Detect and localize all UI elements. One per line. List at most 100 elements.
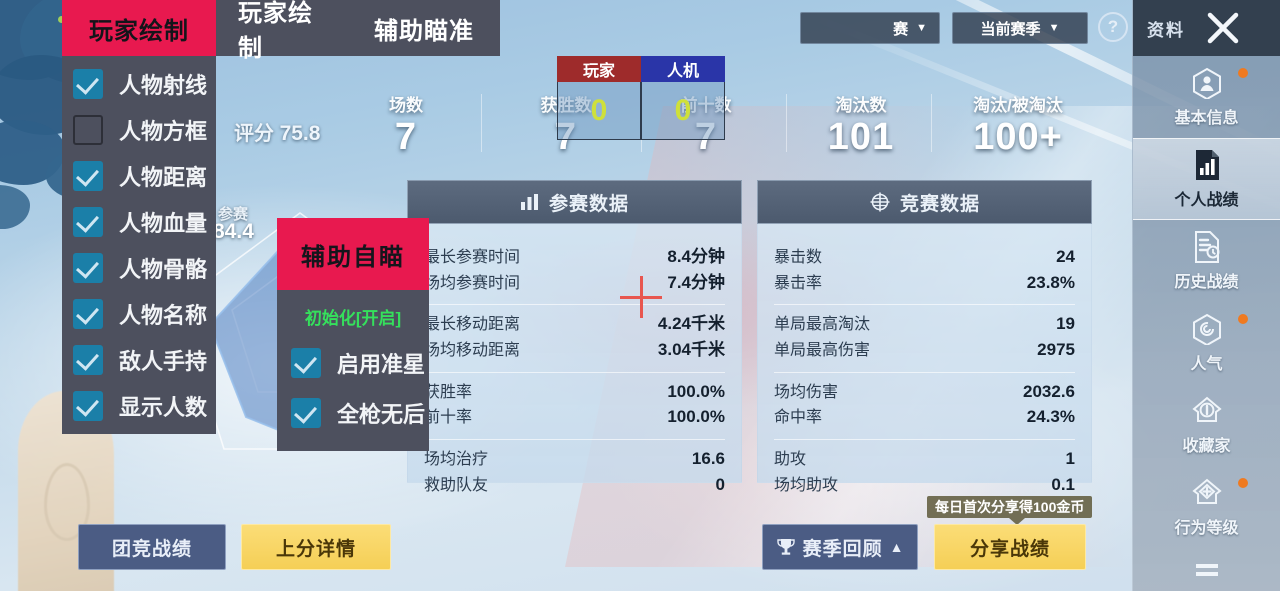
mod-tab-label: 玩家绘制 [238,0,313,62]
season-dropdown[interactable]: 当前赛季 ▼ [952,12,1088,44]
checkbox-icon[interactable] [73,207,103,237]
option-label: 人物方框 [119,119,208,144]
competition-data-card: 竞赛数据 暴击数 24 暴击率 23.8% 单局最高淘汰 19 单局最高伤害 2… [757,180,1092,494]
option-character-box[interactable]: 人物方框 [62,114,216,146]
target-counter-bot[interactable]: 人机 0 [641,56,725,140]
option-character-health[interactable]: 人物血量 [62,206,216,238]
stat-row: 场均移动距离 3.04千米 [424,337,725,363]
option-character-skeleton[interactable]: 人物骨骼 [62,252,216,284]
stat-group: 最长参赛时间 8.4分钟 场均参赛时间 7.4分钟 [424,238,725,306]
report-chart-icon [1195,149,1219,180]
option-character-name[interactable]: 人物名称 [62,298,216,330]
share-record-label: 分享战绩 [969,538,1050,560]
season-review-button[interactable]: 赛季回顾 ▲ [762,524,918,570]
stat-row: 暴击率 23.8% [774,270,1075,296]
stat-key: 最长移动距离 [424,316,521,334]
rank-detail-button[interactable]: 上分详情 [241,524,391,570]
aim-assist-panel: 辅助自瞄 初始化[开启] 启用准星 全枪无后 [277,218,429,451]
stat-row: 救助队友 0 [424,472,725,498]
chevron-down-icon: ▼ [1048,21,1060,34]
option-enable-crosshair[interactable]: 启用准星 [277,347,429,379]
bar-chart-icon [520,194,538,210]
sidebar-item-collector[interactable]: 收藏家 [1133,384,1280,466]
crosshair-overlay-icon [620,276,662,318]
stat-val: 3.04千米 [657,340,725,360]
team-record-button[interactable]: 团竞战绩 [78,524,226,570]
stat-row: 场均伤害 2032.6 [774,379,1075,405]
stat-key: 场均移动距离 [424,342,521,360]
checkbox-icon[interactable] [73,391,103,421]
option-character-distance[interactable]: 人物距离 [62,160,216,192]
mod-tab-aim-assist[interactable]: 辅助瞄准 [348,0,500,56]
sidebar-item-popularity[interactable]: 人气 [1133,302,1280,384]
stat-key: 前十率 [424,409,473,427]
stat-top10: 前十数 7 [636,91,776,156]
target-counter-value: 0 [641,82,725,140]
stat-key: 场均参赛时间 [424,274,521,292]
sidebar-item-label: 历史战绩 [1174,273,1239,291]
option-label: 人物距离 [119,165,208,190]
stat-row: 最长参赛时间 8.4分钟 [424,244,725,270]
checkbox-icon[interactable] [73,161,103,191]
checkbox-icon[interactable] [73,115,103,145]
stat-key: 救助队友 [424,476,489,494]
stat-value: 7 [694,116,718,158]
mod-draw-panel-title-tab[interactable]: 玩家绘制 [62,0,216,56]
target-counter-player[interactable]: 玩家 0 [557,56,641,140]
stat-label: 淘汰/被淘汰 [973,96,1063,115]
stat-wins: 获胜数 7 [506,91,626,156]
radar-axis-value: 84.4 [213,220,254,243]
stat-key: 暴击率 [774,274,823,292]
stat-kd: 淘汰/被淘汰 100+ [928,91,1108,156]
share-reward-tooltip: 每日首次分享得100金币 [927,496,1093,525]
close-button[interactable] [1201,6,1245,50]
card-header: 参赛数据 [407,180,742,224]
stat-row: 命中率 24.3% [774,404,1075,430]
option-enemy-weapon[interactable]: 敌人手持 [62,344,216,376]
sidebar-item-label: 人气 [1190,355,1223,373]
option-label: 启用准星 [337,352,426,377]
stat-group: 场均治疗 16.6 救助队友 0 [424,440,725,506]
checkbox-icon[interactable] [73,253,103,283]
stat-group: 场均伤害 2032.6 命中率 24.3% [774,373,1075,441]
card-header: 竞赛数据 [757,180,1092,224]
stat-divider [481,94,482,152]
card-body: 最长参赛时间 8.4分钟 场均参赛时间 7.4分钟 最长移动距离 4.24千米 … [407,224,742,494]
checkbox-icon[interactable] [291,398,321,428]
foliage-dot-icon [58,16,65,23]
checkbox-icon[interactable] [73,345,103,375]
stat-row: 单局最高淘汰 19 [774,311,1075,337]
target-counter-label: 玩家 [557,56,641,82]
help-icon[interactable]: ? [1098,12,1128,42]
stat-row: 最长移动距离 4.24千米 [424,311,725,337]
checkbox-icon[interactable] [73,69,103,99]
sidebar-item-personal-record[interactable]: 个人战绩 [1133,138,1280,220]
mode-dropdown[interactable]: 赛 ▼ [800,12,940,44]
player-draw-panel: 人物射线 人物方框 人物距离 人物血量 人物骨骼 人物名称 敌人手持 显示人数 [62,56,216,434]
stat-key: 最长参赛时间 [424,249,521,266]
sidebar-item-basic-info[interactable]: 基本信息 [1133,56,1280,138]
stat-key: 场均伤害 [774,383,839,401]
sidebar-item-behavior-level[interactable]: 行为等级 [1133,466,1280,548]
sidebar-item-history-record[interactable]: 历史战绩 [1133,220,1280,302]
option-show-player-count[interactable]: 显示人数 [62,390,216,422]
stat-value: 100+ [973,116,1063,158]
stat-label: 前十数 [680,96,732,115]
checkbox-icon[interactable] [291,348,321,378]
stat-label: 获胜数 [540,96,592,115]
option-character-ray[interactable]: 人物射线 [62,68,216,100]
checkbox-icon[interactable] [73,299,103,329]
share-record-button[interactable]: 分享战绩 [934,524,1086,570]
radar-axis-label: 参赛 [218,206,249,223]
stat-matches: 场数 7 [346,91,466,156]
sidebar-more-button[interactable] [1133,548,1280,591]
stat-val: 1 [1065,449,1075,469]
sidebar-item-label: 行为等级 [1174,519,1239,537]
card-title: 竞赛数据 [899,193,980,215]
option-no-recoil[interactable]: 全枪无后 [277,397,429,429]
stat-group: 助攻 1 场均助攻 0.1 [774,440,1075,506]
mod-tab-player-draw[interactable]: 玩家绘制 [216,0,348,62]
stat-kills: 淘汰数 101 [791,91,931,156]
mode-dropdown-label: 赛 [893,20,909,38]
stat-key: 获胜率 [424,383,473,401]
